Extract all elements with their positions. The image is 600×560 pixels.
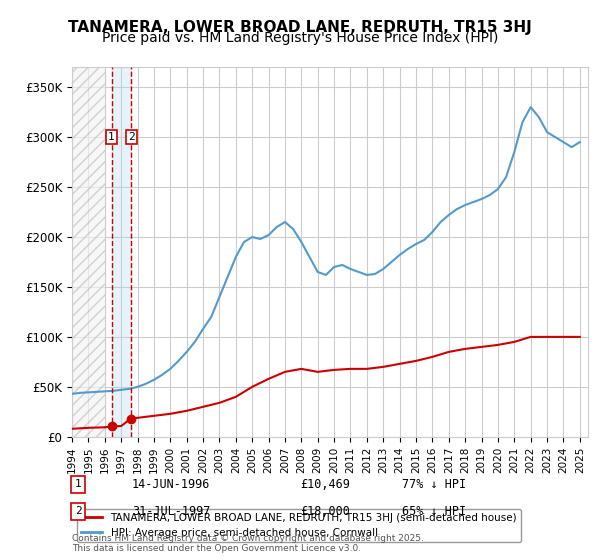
Text: 2: 2 (74, 506, 82, 516)
Text: 65% ↓ HPI: 65% ↓ HPI (402, 505, 466, 518)
Bar (72, 67, 105, 437)
Text: 1: 1 (74, 479, 82, 489)
Bar (72, 67, 105, 437)
Legend: TANAMERA, LOWER BROAD LANE, REDRUTH, TR15 3HJ (semi-detached house), HPI: Averag: TANAMERA, LOWER BROAD LANE, REDRUTH, TR1… (77, 508, 521, 542)
Text: 77% ↓ HPI: 77% ↓ HPI (402, 478, 466, 491)
Text: 31-JUL-1997: 31-JUL-1997 (132, 505, 211, 518)
Text: 14-JUN-1996: 14-JUN-1996 (132, 478, 211, 491)
Text: £10,469: £10,469 (300, 478, 350, 491)
Bar (112, 67, 131, 437)
Text: £18,000: £18,000 (300, 505, 350, 518)
Text: 1: 1 (108, 132, 115, 142)
Text: 2: 2 (128, 132, 135, 142)
Text: Contains HM Land Registry data © Crown copyright and database right 2025.
This d: Contains HM Land Registry data © Crown c… (72, 534, 424, 553)
Text: Price paid vs. HM Land Registry's House Price Index (HPI): Price paid vs. HM Land Registry's House … (102, 31, 498, 45)
Text: TANAMERA, LOWER BROAD LANE, REDRUTH, TR15 3HJ: TANAMERA, LOWER BROAD LANE, REDRUTH, TR1… (68, 20, 532, 35)
